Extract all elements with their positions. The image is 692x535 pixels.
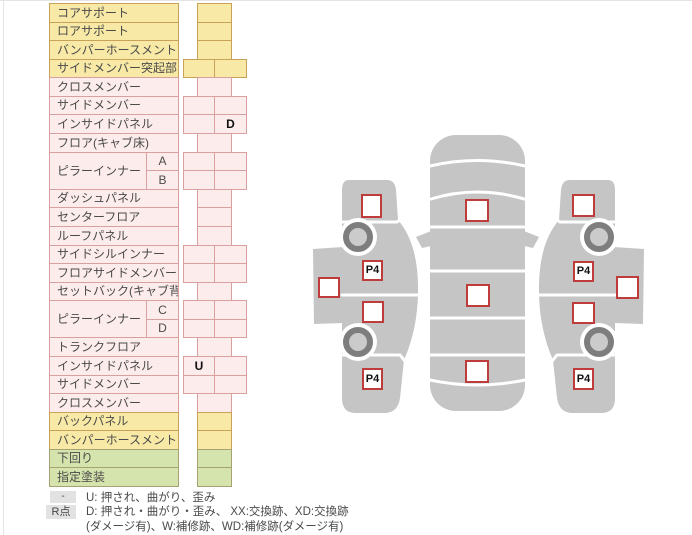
car-side-view-left: [313, 180, 420, 413]
row-label: ピラーインナー: [49, 152, 147, 190]
wheel-right-rear: [584, 327, 614, 357]
damage-value-cell-right[interactable]: [214, 152, 247, 171]
mirror-right: [524, 231, 539, 248]
row-label: ダッシュパネル: [49, 189, 179, 208]
damage-value-cell-left[interactable]: [183, 170, 215, 190]
marker-right-front-fender[interactable]: [572, 194, 595, 217]
damage-value-cell-right[interactable]: [214, 356, 247, 376]
marker-left-sill[interactable]: [318, 277, 340, 298]
row-label: サイドシルインナー: [49, 245, 179, 264]
legend-key-dash: -: [50, 491, 76, 503]
damage-value-cell-right[interactable]: [214, 263, 247, 283]
row-label: ピラーインナー: [49, 300, 147, 338]
row-sublabel: D: [146, 319, 179, 338]
marker-top-roof[interactable]: [466, 284, 490, 307]
row-sublabel: C: [146, 300, 179, 320]
marker-right-front-door[interactable]: P4: [573, 261, 594, 282]
marker-right-sill[interactable]: [616, 276, 639, 299]
row-label: 下回り: [49, 449, 179, 468]
damage-value-cell-left[interactable]: [183, 152, 215, 171]
row-label: サイドメンバー突起部: [49, 59, 179, 78]
damage-value-cell-left[interactable]: [183, 245, 215, 264]
page-top-border: [0, 0, 692, 1]
row-label: バックパネル: [49, 412, 179, 431]
damage-value-cell-right[interactable]: D: [214, 114, 247, 134]
damage-value-cell-right[interactable]: [214, 96, 247, 115]
row-label: サイドメンバー: [49, 96, 179, 115]
damage-value-cell[interactable]: [197, 133, 232, 153]
damage-value-cell[interactable]: [197, 430, 232, 450]
row-label: クロスメンバー: [49, 393, 179, 413]
damage-value-cell-left[interactable]: [183, 319, 215, 338]
row-label: セットバック(キャブ背): [49, 282, 179, 301]
damage-value-cell[interactable]: [197, 337, 232, 357]
damage-value-cell-right[interactable]: [214, 59, 247, 78]
wheel-right-front: [584, 222, 614, 252]
damage-value-cell[interactable]: [197, 40, 232, 60]
damage-value-cell-left[interactable]: [183, 263, 215, 283]
marker-left-quarter[interactable]: P4: [362, 368, 383, 390]
row-label: クロスメンバー: [49, 77, 179, 97]
damage-value-cell-right[interactable]: [214, 319, 247, 338]
row-label: コアサポート: [49, 3, 179, 23]
damage-value-cell-left[interactable]: [183, 114, 215, 134]
row-label: トランクフロア: [49, 337, 179, 357]
damage-value-cell-left[interactable]: [183, 375, 215, 394]
row-sublabel: A: [146, 152, 179, 171]
damage-value-cell-left[interactable]: [183, 300, 215, 320]
damage-value-cell-right[interactable]: [214, 300, 247, 320]
damage-value-cell-left[interactable]: U: [183, 356, 215, 376]
legend-line-damage: (ダメージ有)、W:補修跡、WD:補修跡(ダメージ有): [86, 521, 344, 533]
row-label: ルーフパネル: [49, 226, 179, 246]
top-view-body: [430, 135, 525, 411]
damage-value-cell-left[interactable]: [183, 59, 215, 78]
damage-value-cell-right[interactable]: [214, 245, 247, 264]
row-label: フロア(キャブ床): [49, 133, 179, 153]
row-label: ロアサポート: [49, 22, 179, 41]
row-label: サイドメンバー: [49, 375, 179, 394]
row-sublabel: B: [146, 170, 179, 190]
row-label: インサイドパネル: [49, 356, 179, 376]
marker-left-front-door[interactable]: P4: [362, 260, 383, 281]
damage-value-cell[interactable]: [197, 412, 232, 431]
marker-top-hood[interactable]: [465, 199, 489, 222]
damage-value-cell[interactable]: [197, 449, 232, 468]
damage-value-cell[interactable]: [197, 282, 232, 301]
row-label: バンパーホースメント: [49, 40, 179, 60]
legend-line-u: U: 押され、曲がり、歪み: [86, 492, 216, 504]
car-diagram: [313, 135, 644, 413]
row-label: インサイドパネル: [49, 114, 179, 134]
damage-value-cell-right[interactable]: [214, 170, 247, 190]
row-label: フロアサイドメンバー: [49, 263, 179, 283]
marker-right-quarter[interactable]: P4: [573, 368, 594, 390]
damage-value-cell[interactable]: [197, 393, 232, 413]
marker-left-front-fender[interactable]: [361, 194, 382, 218]
wheel-left-front: [343, 222, 373, 252]
damage-value-cell[interactable]: [197, 77, 232, 97]
car-top-view: [416, 135, 539, 411]
damage-value-cell[interactable]: [197, 3, 232, 23]
damage-value-cell[interactable]: [197, 189, 232, 208]
marker-left-rear-door[interactable]: [362, 301, 384, 323]
row-label: センターフロア: [49, 207, 179, 227]
legend-key-rpoint: R点: [46, 505, 76, 519]
damage-value-cell[interactable]: [197, 207, 232, 227]
row-label: バンパーホースメント: [49, 430, 179, 450]
marker-top-trunk[interactable]: [465, 360, 489, 383]
damage-value-cell-left[interactable]: [183, 96, 215, 115]
damage-value-cell[interactable]: [197, 22, 232, 41]
legend-line-d: D: 押され・曲がり・歪み、 XX:交換跡、XD:交換跡: [86, 506, 349, 518]
mirror-left: [416, 231, 431, 248]
row-label: 指定塗装: [49, 467, 179, 487]
damage-value-cell[interactable]: [197, 226, 232, 246]
marker-right-rear-door[interactable]: [572, 302, 595, 324]
page-left-border: [3, 0, 4, 535]
damage-value-cell-right[interactable]: [214, 375, 247, 394]
wheel-left-rear: [343, 327, 373, 357]
damage-value-cell[interactable]: [197, 467, 232, 487]
